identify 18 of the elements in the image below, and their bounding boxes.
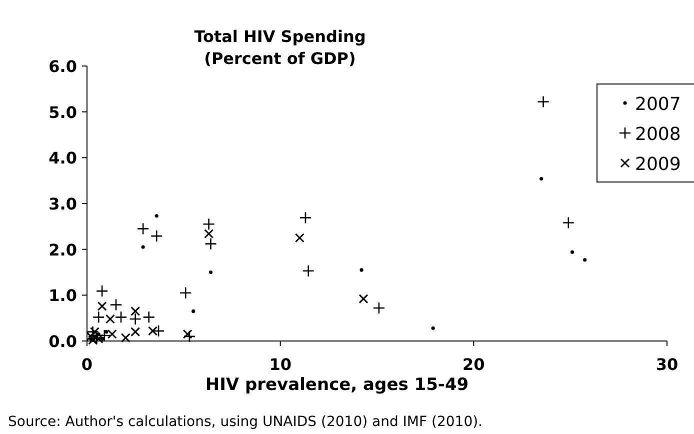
x-tick-label: 0 — [81, 355, 93, 374]
chart-title: Total HIV Spending — [194, 27, 366, 46]
y-tick-label: 2.0 — [48, 240, 77, 260]
y-tick-label: 1.0 — [48, 286, 77, 306]
y-tick-label: 6.0 — [48, 57, 77, 76]
y-tick-label: 0.0 — [48, 332, 77, 351]
legend-label: 2009 — [635, 154, 681, 175]
chart-subtitle: (Percent of GDP) — [204, 49, 356, 68]
source-note: Source: Author's calculations, using UNAIDS (2010) and IMF (2010). — [8, 414, 483, 430]
x-tick-label: 30 — [656, 355, 678, 374]
x-axis-title: HIV prevalence, ages 15-49 — [205, 375, 469, 395]
y-tick-label: 3.0 — [48, 194, 77, 214]
x-tick-label: 10 — [269, 355, 292, 374]
y-tick-label: 4.0 — [48, 148, 77, 168]
legend-label: 2008 — [635, 124, 681, 145]
y-tick-label: 5.0 — [48, 102, 77, 122]
x-tick-label: 20 — [462, 355, 485, 374]
legend-label: 2007 — [635, 94, 681, 115]
